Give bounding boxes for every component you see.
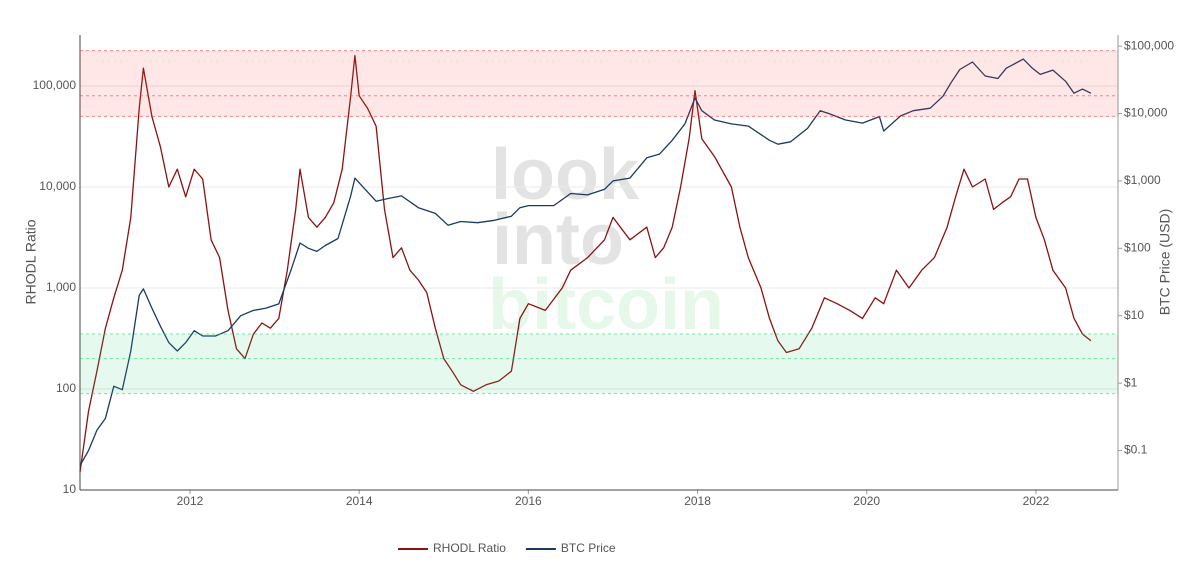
y2-tick-label: $100 — [1124, 240, 1151, 254]
y2-tick-label: $10 — [1124, 308, 1144, 322]
watermark: look — [491, 135, 640, 215]
legend-label: BTC Price — [561, 541, 616, 555]
y-tick-label: 100 — [56, 381, 76, 395]
y-tick-label: 10,000 — [39, 179, 76, 193]
x-tick-label: 2020 — [853, 494, 880, 508]
y-axis-title: RHODL Ratio — [23, 219, 39, 304]
legend-label: RHODL Ratio — [433, 541, 506, 555]
y-tick-label: 1,000 — [46, 280, 76, 294]
y-tick-label: 100,000 — [33, 78, 77, 92]
band — [80, 334, 1118, 394]
y2-tick-label: $100,000 — [1124, 38, 1174, 52]
y-tick-label: 10 — [63, 482, 77, 496]
x-tick-label: 2018 — [684, 494, 711, 508]
y2-tick-label: $1,000 — [1124, 173, 1161, 187]
watermark: bitcoin — [488, 265, 724, 345]
y2-tick-label: $1 — [1124, 375, 1138, 389]
x-tick-label: 2016 — [515, 494, 542, 508]
y2-tick-label: $10,000 — [1124, 106, 1168, 120]
x-tick-label: 2012 — [177, 494, 204, 508]
series-line — [79, 58, 1092, 466]
y2-axis-title: BTC Price (USD) — [1157, 209, 1173, 316]
x-tick-label: 2014 — [346, 494, 373, 508]
series-line — [79, 54, 1092, 473]
x-tick-label: 2022 — [1023, 494, 1050, 508]
y2-tick-label: $0.1 — [1124, 443, 1148, 457]
band — [80, 50, 1118, 117]
